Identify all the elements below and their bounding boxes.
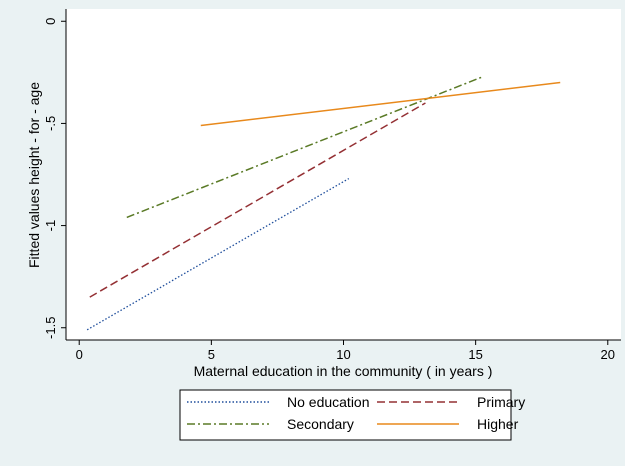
x-tick-label: 10 [336,347,350,362]
x-axis-ticks: 0 5 10 15 20 [76,340,615,362]
series-line-4 [200,81,561,127]
plot-area [66,9,621,340]
legend-label: Secondary [287,416,354,432]
y-tick-label: -.5 [43,116,58,131]
x-tick-label: 15 [468,347,482,362]
y-axis-label: Fitted values height - for - age [26,82,42,268]
legend-label: No education [287,394,370,410]
legend: No education Primary Secondary Higher [179,389,525,441]
series-line-2 [89,102,426,298]
series-lines [86,75,561,331]
legend-label: Primary [477,394,525,410]
y-tick-label: 0 [43,18,58,25]
y-tick-label: -1 [43,220,58,232]
x-tick-label: 20 [601,347,615,362]
legend-label: Higher [477,416,519,432]
x-tick-label: 0 [76,347,83,362]
y-axis-ticks: 0 -.5 -1 -1.5 [43,18,66,339]
x-axis-label: Maternal education in the community ( in… [194,363,493,379]
legend-box [179,389,512,441]
x-tick-label: 5 [208,347,215,362]
series-line-1 [86,178,350,331]
y-tick-label: -1.5 [43,317,58,339]
